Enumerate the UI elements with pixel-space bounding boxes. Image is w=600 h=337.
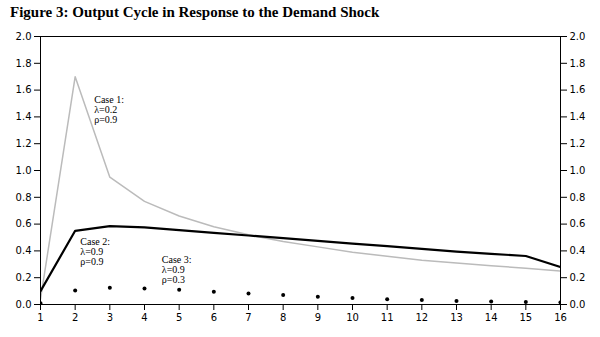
svg-text:1.4: 1.4	[16, 111, 32, 122]
svg-text:1.6: 1.6	[16, 84, 32, 95]
svg-text:2.0: 2.0	[570, 31, 586, 42]
svg-text:5: 5	[176, 312, 182, 323]
svg-text:0.2: 0.2	[16, 272, 32, 283]
svg-text:9: 9	[315, 312, 321, 323]
svg-text:4: 4	[141, 312, 147, 323]
svg-text:1.8: 1.8	[16, 58, 32, 69]
svg-text:Case 2:λ=0.9ρ=0.9: Case 2:λ=0.9ρ=0.9	[80, 236, 110, 267]
svg-text:1.6: 1.6	[570, 84, 586, 95]
svg-text:8: 8	[280, 312, 286, 323]
svg-text:10: 10	[346, 312, 359, 323]
svg-text:0.6: 0.6	[570, 218, 586, 229]
svg-text:1: 1	[37, 312, 43, 323]
svg-text:0.6: 0.6	[16, 218, 32, 229]
svg-text:1.0: 1.0	[16, 165, 32, 176]
svg-text:Case 1:λ=0.2ρ=0.9: Case 1:λ=0.2ρ=0.9	[94, 94, 124, 125]
svg-text:0.0: 0.0	[570, 299, 586, 310]
svg-text:2: 2	[72, 312, 78, 323]
svg-text:7: 7	[245, 312, 251, 323]
svg-text:14: 14	[485, 312, 498, 323]
svg-text:Case 3:λ=0.9ρ=0.3: Case 3:λ=0.9ρ=0.3	[162, 254, 192, 285]
svg-text:0.8: 0.8	[570, 192, 586, 203]
svg-text:13: 13	[450, 312, 463, 323]
svg-text:1.2: 1.2	[16, 138, 32, 149]
svg-text:0.4: 0.4	[570, 245, 586, 256]
svg-text:0.0: 0.0	[16, 299, 32, 310]
svg-text:11: 11	[381, 312, 394, 323]
svg-text:3: 3	[107, 312, 113, 323]
svg-text:2.0: 2.0	[16, 31, 32, 42]
svg-text:15: 15	[519, 312, 532, 323]
svg-text:1.2: 1.2	[570, 138, 586, 149]
html-text:Figure 3: Output Cycle in Resp: Figure 3: Output Cycle in Response to th…	[10, 4, 380, 20]
svg-text:1.4: 1.4	[570, 111, 586, 122]
svg-text:1.0: 1.0	[570, 165, 586, 176]
svg-text:6: 6	[211, 312, 217, 323]
svg-text:0.2: 0.2	[570, 272, 586, 283]
svg-text:16: 16	[554, 312, 567, 323]
svg-text:1.8: 1.8	[570, 58, 586, 69]
svg-text:0.4: 0.4	[16, 245, 32, 256]
svg-text:12: 12	[415, 312, 428, 323]
svg-text:0.8: 0.8	[16, 192, 32, 203]
